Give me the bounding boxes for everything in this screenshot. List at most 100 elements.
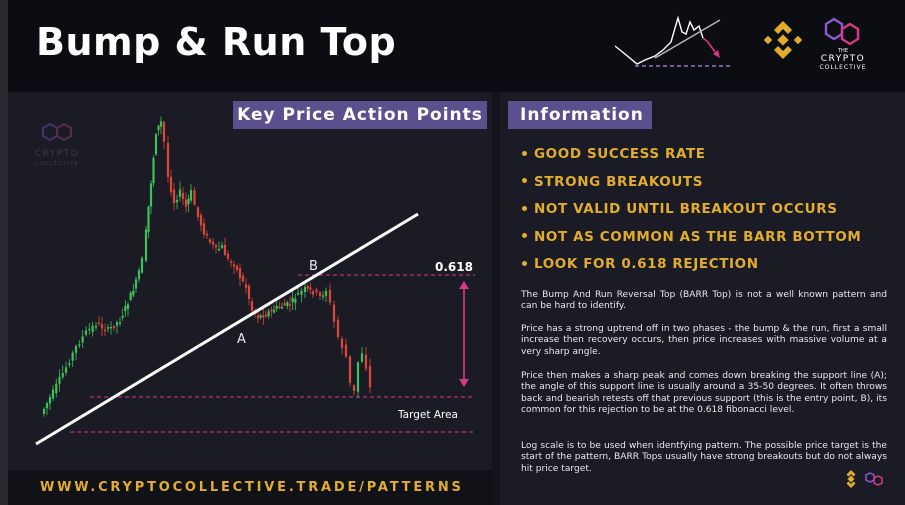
footer-bar	[8, 470, 492, 505]
candle-body	[55, 383, 58, 394]
crypto-collective-logo-icon	[824, 17, 860, 46]
candle-body	[178, 189, 182, 197]
footer-url: WWW.CRYPTOCOLLECTIVE.TRADE/PATTERNS	[40, 480, 464, 495]
candle-body	[154, 134, 158, 155]
key-point-item: NOT VALID UNTIL BREAKOUT OCCURS	[522, 199, 861, 227]
key-point-text: GOOD SUCCESS RATE	[534, 146, 706, 162]
candle-body	[42, 408, 46, 414]
bullet-dot-icon	[522, 233, 527, 238]
key-point-text: LOOK FOR 0.618 REJECTION	[534, 256, 759, 272]
pattern-thumbnail-icon	[615, 15, 730, 67]
candle-body	[272, 309, 276, 313]
candle-body	[368, 365, 372, 388]
candle-body	[340, 338, 344, 349]
candle-body	[283, 303, 286, 306]
candle-body	[124, 305, 127, 312]
candle-body	[352, 385, 356, 391]
candle-body	[280, 306, 284, 309]
candle-body	[309, 287, 312, 290]
bullet-dot-icon	[522, 178, 527, 183]
info-paragraph-4: Log scale is to be used when identfying …	[521, 441, 887, 474]
key-points-list: GOOD SUCCESS RATE STRONG BREAKOUTS NOT VAL…	[522, 144, 861, 282]
candle-body	[241, 275, 245, 282]
candle-body	[100, 324, 104, 329]
candle-body	[300, 290, 303, 295]
candle-body	[315, 289, 318, 293]
point-b-label: B	[309, 259, 318, 274]
key-point-item: STRONG BREAKOUTS	[522, 172, 861, 200]
candle-body	[348, 356, 352, 383]
information-label: Information	[508, 101, 652, 129]
candle-body	[64, 367, 68, 373]
candle-body	[140, 257, 144, 273]
candle-body	[169, 176, 173, 193]
candle-body	[259, 315, 262, 318]
candle-body	[103, 329, 107, 332]
bullet-dot-icon	[522, 205, 527, 211]
point-a-label: A	[237, 332, 246, 347]
candle-body	[244, 284, 248, 288]
candle-body	[208, 239, 212, 243]
candle-body	[106, 327, 110, 329]
candle-body	[205, 233, 209, 236]
candle-body	[152, 157, 155, 184]
candle-body	[328, 289, 332, 303]
candle-body	[48, 396, 52, 404]
candle-body	[68, 363, 71, 366]
candle-body	[332, 304, 336, 322]
candle-body	[229, 261, 233, 263]
candle-body	[184, 199, 188, 207]
support-trendline	[35, 212, 419, 446]
candle-body	[303, 286, 307, 293]
candle-body	[196, 207, 200, 218]
candle-body	[238, 268, 242, 279]
candle-body	[94, 326, 98, 328]
candle-body	[126, 304, 130, 309]
candle-body	[144, 229, 148, 261]
candle-body	[149, 183, 153, 207]
candle-body	[275, 305, 278, 309]
candle-body	[336, 319, 340, 337]
candle-body	[364, 354, 368, 369]
candle-body	[81, 336, 84, 343]
candle-body	[181, 192, 185, 199]
candle-body	[318, 292, 322, 296]
candle-body	[147, 206, 150, 232]
candle-body	[291, 297, 294, 303]
candle-body	[256, 315, 260, 319]
candle-body	[84, 330, 88, 335]
candle-body	[235, 265, 239, 270]
candle-body	[202, 223, 206, 235]
key-point-text: STRONG BREAKOUTS	[534, 173, 704, 190]
candle-body	[247, 285, 251, 300]
info-paragraph-1: The Bump And Run Reversal Top (BARR Top)…	[521, 290, 887, 312]
candle-body	[121, 315, 124, 318]
candle-body	[223, 244, 227, 255]
key-point-item: GOOD SUCCESS RATE	[522, 144, 861, 172]
candle-body	[324, 291, 328, 296]
left-edge-strip	[0, 0, 8, 505]
candle-body	[137, 270, 141, 280]
candle-body	[264, 314, 268, 317]
information-panel	[500, 92, 905, 505]
binance-logo-icon	[763, 21, 803, 59]
candlesticks	[42, 116, 372, 417]
candle-body	[78, 344, 81, 346]
candle-body	[162, 122, 166, 142]
key-point-item: NOT AS COMMON AS THE BARR BOTTOM	[522, 227, 861, 255]
bullet-dot-icon	[522, 150, 527, 156]
header-bar	[8, 0, 905, 92]
key-point-text: NOT AS COMMON AS THE BARR BOTTOM	[534, 228, 862, 245]
candle-body	[88, 328, 91, 331]
candle-body	[278, 306, 281, 308]
candle-body	[296, 292, 300, 295]
candle-body	[294, 298, 297, 303]
candle-body	[129, 292, 132, 301]
candle-body	[187, 198, 190, 205]
candle-body	[118, 322, 122, 324]
candle-body	[262, 315, 265, 318]
candle-body	[267, 311, 270, 317]
candle-body	[45, 403, 49, 409]
candle-body	[344, 344, 348, 357]
watermark-line1: CRYPTO	[35, 149, 79, 159]
